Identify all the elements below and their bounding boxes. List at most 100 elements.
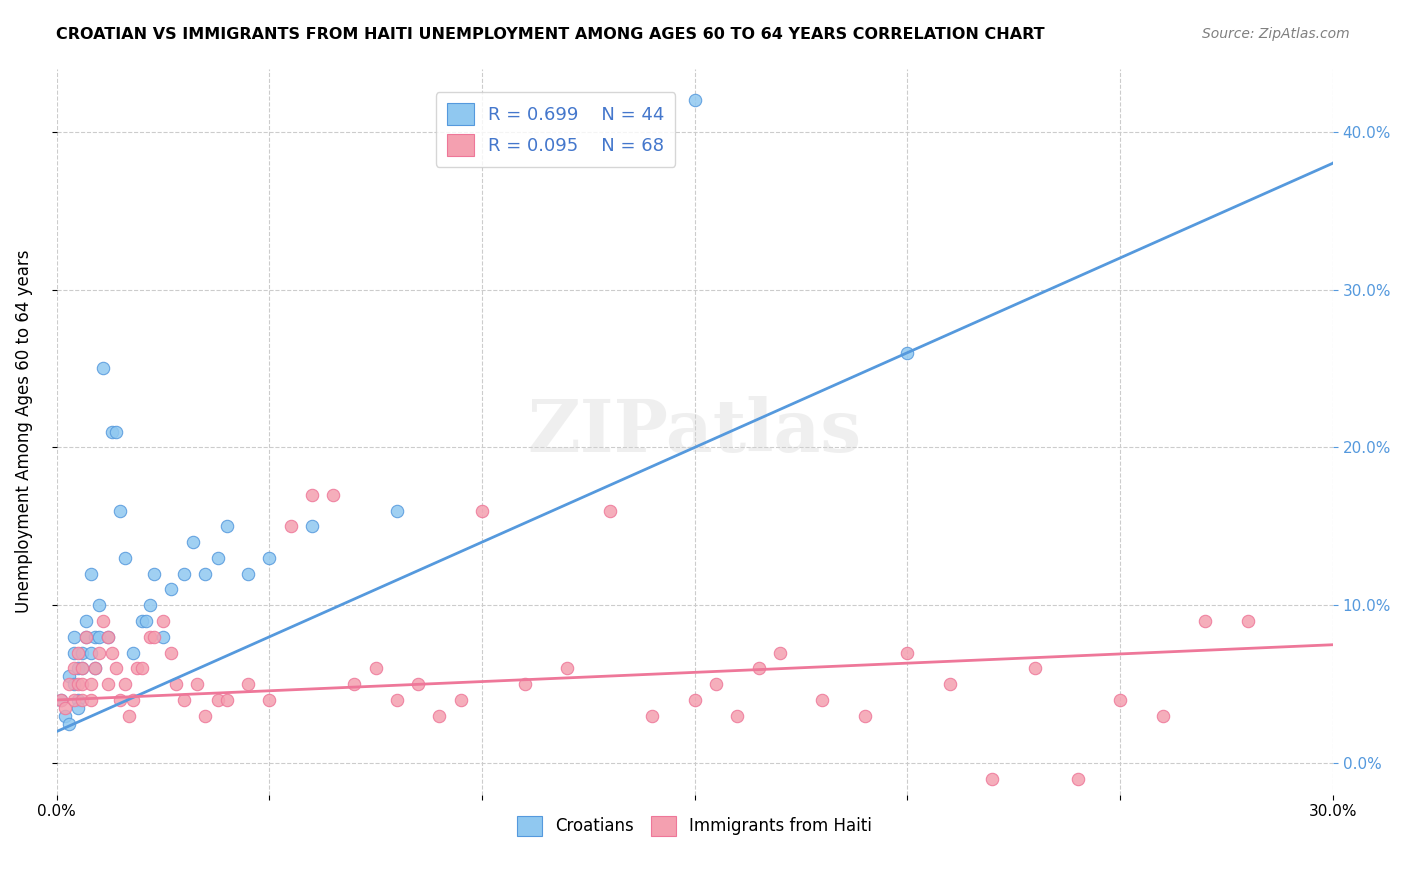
Point <box>704 677 727 691</box>
Point <box>471 503 494 517</box>
Point <box>343 677 366 691</box>
Point <box>70 693 93 707</box>
Point <box>70 661 93 675</box>
Point <box>207 550 229 565</box>
Point <box>110 693 132 707</box>
Point <box>853 708 876 723</box>
Point <box>53 701 76 715</box>
Point <box>280 519 302 533</box>
Point <box>981 772 1004 786</box>
Point <box>83 661 105 675</box>
Point <box>49 693 72 707</box>
Point <box>97 630 120 644</box>
Point <box>75 614 97 628</box>
Point <box>301 519 323 533</box>
Point <box>385 693 408 707</box>
Point <box>322 488 344 502</box>
Point <box>122 693 145 707</box>
Point <box>364 661 387 675</box>
Text: ZIPatlas: ZIPatlas <box>527 396 862 467</box>
Point <box>79 566 101 581</box>
Y-axis label: Unemployment Among Ages 60 to 64 years: Unemployment Among Ages 60 to 64 years <box>15 250 32 614</box>
Point <box>152 630 174 644</box>
Point <box>79 693 101 707</box>
Point <box>160 582 183 597</box>
Point <box>641 708 664 723</box>
Point <box>70 661 93 675</box>
Point <box>79 646 101 660</box>
Point <box>83 630 105 644</box>
Point <box>896 646 918 660</box>
Point <box>207 693 229 707</box>
Point <box>101 646 124 660</box>
Point <box>1109 693 1132 707</box>
Point <box>118 708 141 723</box>
Point <box>79 677 101 691</box>
Legend: Croatians, Immigrants from Haiti: Croatians, Immigrants from Haiti <box>509 807 880 845</box>
Point <box>66 677 89 691</box>
Point <box>747 661 769 675</box>
Point <box>114 550 136 565</box>
Point <box>70 646 93 660</box>
Point <box>259 550 281 565</box>
Point <box>58 716 80 731</box>
Point <box>62 630 84 644</box>
Point <box>152 614 174 628</box>
Point <box>127 661 149 675</box>
Point <box>173 693 195 707</box>
Point <box>259 693 281 707</box>
Point <box>429 708 451 723</box>
Point <box>89 630 111 644</box>
Point <box>599 503 621 517</box>
Point <box>89 599 111 613</box>
Point <box>101 425 124 439</box>
Point <box>58 677 80 691</box>
Point <box>62 661 84 675</box>
Point <box>66 701 89 715</box>
Point <box>83 661 105 675</box>
Point <box>683 93 706 107</box>
Point <box>896 345 918 359</box>
Point <box>194 566 217 581</box>
Point <box>70 677 93 691</box>
Point <box>62 677 84 691</box>
Point <box>165 677 187 691</box>
Point <box>555 661 578 675</box>
Point <box>122 646 145 660</box>
Point <box>89 646 111 660</box>
Point <box>385 503 408 517</box>
Point <box>1152 708 1174 723</box>
Point <box>62 646 84 660</box>
Point <box>725 708 748 723</box>
Point <box>139 599 162 613</box>
Text: Source: ZipAtlas.com: Source: ZipAtlas.com <box>1202 27 1350 41</box>
Point <box>135 614 157 628</box>
Point <box>105 425 128 439</box>
Point <box>143 566 166 581</box>
Point <box>683 693 706 707</box>
Point <box>160 646 183 660</box>
Point <box>143 630 166 644</box>
Point <box>93 361 115 376</box>
Point <box>53 708 76 723</box>
Point <box>236 677 259 691</box>
Point <box>139 630 162 644</box>
Point <box>1236 614 1258 628</box>
Point <box>1194 614 1216 628</box>
Text: CROATIAN VS IMMIGRANTS FROM HAITI UNEMPLOYMENT AMONG AGES 60 TO 64 YEARS CORRELA: CROATIAN VS IMMIGRANTS FROM HAITI UNEMPL… <box>56 27 1045 42</box>
Point <box>215 519 238 533</box>
Point <box>49 693 72 707</box>
Point <box>75 630 97 644</box>
Point <box>58 669 80 683</box>
Point <box>105 661 128 675</box>
Point <box>194 708 217 723</box>
Point <box>110 503 132 517</box>
Point <box>1066 772 1088 786</box>
Point <box>93 614 115 628</box>
Point <box>406 677 429 691</box>
Point <box>450 693 472 707</box>
Point <box>66 646 89 660</box>
Point <box>939 677 962 691</box>
Point <box>173 566 195 581</box>
Point <box>131 614 153 628</box>
